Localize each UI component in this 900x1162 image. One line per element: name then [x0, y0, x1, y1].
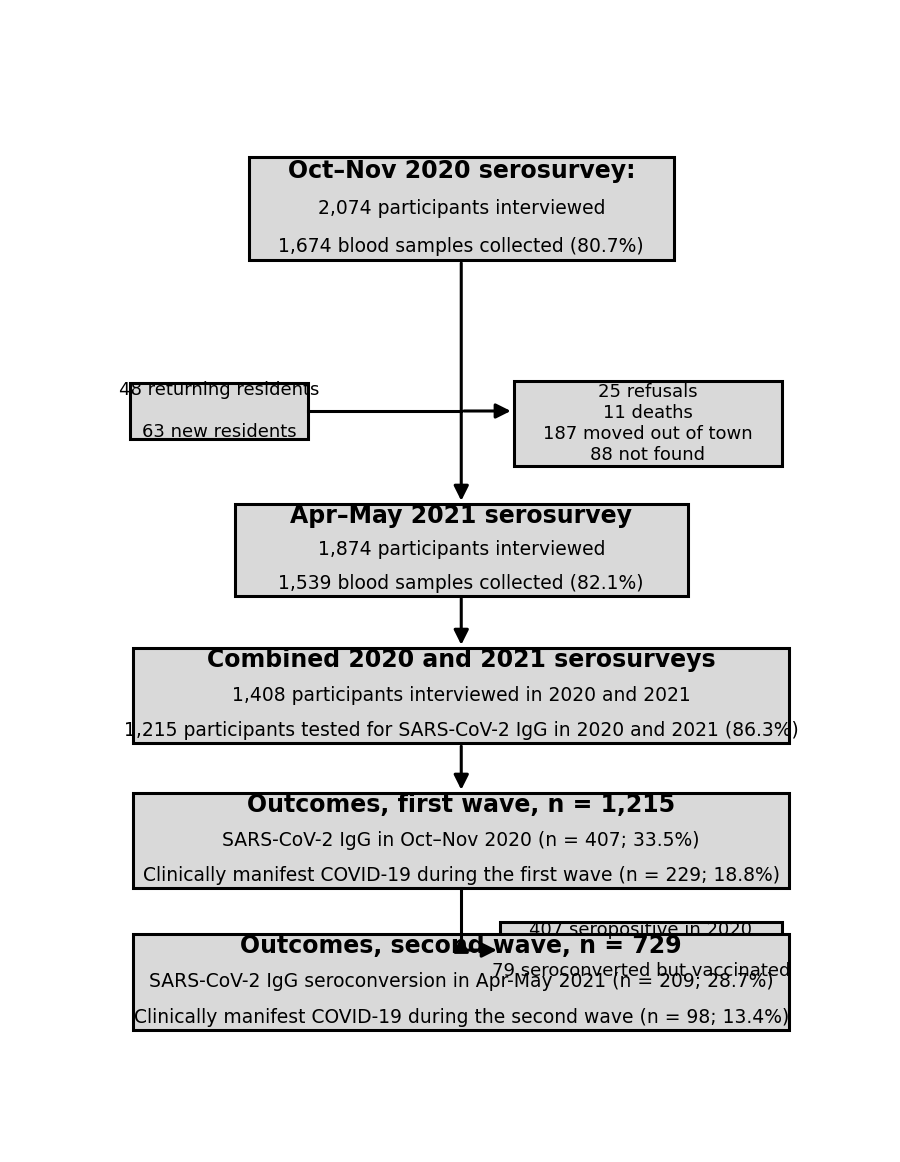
Text: Apr–May 2021 serosurvey: Apr–May 2021 serosurvey — [290, 503, 632, 528]
Bar — [248, 157, 674, 260]
Text: 1,674 blood samples collected (80.7%): 1,674 blood samples collected (80.7%) — [278, 237, 644, 257]
Text: SARS-CoV-2 IgG seroconversion in Apr-May 2021 (n = 209; 28.7%): SARS-CoV-2 IgG seroconversion in Apr-May… — [148, 973, 774, 991]
Text: Outcomes, first wave, n = 1,215: Outcomes, first wave, n = 1,215 — [248, 792, 675, 817]
Bar — [133, 647, 789, 744]
Text: SARS-CoV-2 IgG in Oct–Nov 2020 (n = 407; 33.5%): SARS-CoV-2 IgG in Oct–Nov 2020 (n = 407;… — [222, 831, 700, 849]
Text: 407 seropositive in 2020: 407 seropositive in 2020 — [529, 920, 752, 939]
Bar — [235, 503, 688, 596]
Text: Outcomes, second wave, n = 729: Outcomes, second wave, n = 729 — [240, 934, 682, 959]
Text: Oct–Nov 2020 serosurvey:: Oct–Nov 2020 serosurvey: — [287, 159, 635, 182]
Text: Clinically manifest COVID-19 during the second wave (n = 98; 13.4%): Clinically manifest COVID-19 during the … — [133, 1007, 789, 1027]
Text: 25 refusals: 25 refusals — [598, 383, 698, 401]
Text: 1,539 blood samples collected (82.1%): 1,539 blood samples collected (82.1%) — [278, 574, 644, 594]
Text: 1,874 participants interviewed: 1,874 participants interviewed — [318, 540, 605, 559]
Bar — [130, 382, 308, 439]
Text: 2,074 participants interviewed: 2,074 participants interviewed — [318, 199, 605, 218]
Text: 1,408 participants interviewed in 2020 and 2021: 1,408 participants interviewed in 2020 a… — [232, 686, 690, 705]
Text: 11 deaths: 11 deaths — [603, 404, 693, 422]
Text: Combined 2020 and 2021 serosurveys: Combined 2020 and 2021 serosurveys — [207, 648, 716, 672]
Text: 48 returning residents: 48 returning residents — [119, 381, 320, 399]
Text: Clinically manifest COVID-19 during the first wave (n = 229; 18.8%): Clinically manifest COVID-19 during the … — [143, 867, 779, 885]
Text: 79 seroconverted but vaccinated: 79 seroconverted but vaccinated — [491, 962, 790, 980]
Text: 88 not found: 88 not found — [590, 446, 706, 464]
Bar — [133, 792, 789, 888]
Text: 1,215 participants tested for SARS-CoV-2 IgG in 2020 and 2021 (86.3%): 1,215 participants tested for SARS-CoV-2… — [124, 722, 798, 740]
Text: 187 moved out of town: 187 moved out of town — [543, 425, 752, 443]
Text: 63 new residents: 63 new residents — [141, 423, 296, 440]
Bar — [514, 381, 782, 466]
Bar — [500, 923, 782, 977]
Bar — [133, 934, 789, 1030]
